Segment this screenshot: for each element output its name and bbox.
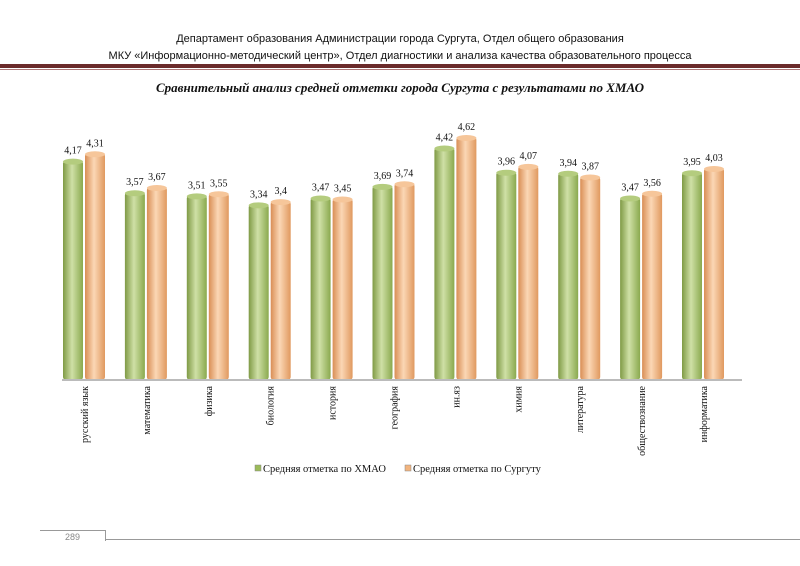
legend-label: Средняя отметка по ХМАО bbox=[263, 464, 386, 475]
category-label: история bbox=[328, 386, 339, 420]
bar-cap bbox=[146, 184, 167, 191]
data-label: 3,47 bbox=[312, 182, 330, 193]
bar-cap bbox=[518, 163, 539, 170]
bar-hmao bbox=[682, 172, 702, 380]
legend-swatch bbox=[254, 464, 262, 472]
bar-hmao bbox=[558, 172, 579, 380]
data-label: 3,95 bbox=[683, 157, 701, 168]
data-label: 4,62 bbox=[458, 122, 476, 133]
bar-cap bbox=[63, 158, 83, 165]
data-label: 3,87 bbox=[581, 161, 599, 172]
bar-cap bbox=[456, 135, 477, 141]
bar-hmao bbox=[434, 147, 455, 380]
bar-hmao bbox=[310, 197, 331, 380]
data-label: 3,45 bbox=[334, 184, 352, 195]
bar-surgut bbox=[704, 168, 724, 380]
bar-cap bbox=[186, 193, 207, 200]
bar-cap bbox=[124, 190, 145, 197]
bar-cap bbox=[682, 170, 702, 177]
data-label: 3,74 bbox=[396, 168, 414, 179]
category-label: химия bbox=[513, 386, 524, 413]
bar-cap bbox=[704, 166, 724, 173]
bar-hmao bbox=[63, 160, 83, 380]
data-label: 3,67 bbox=[148, 172, 166, 183]
data-label: 3,94 bbox=[559, 158, 577, 169]
legend-label: Средняя отметка по Сургуту bbox=[413, 464, 542, 475]
bar-cap bbox=[642, 190, 663, 197]
data-label: 4,07 bbox=[520, 151, 538, 162]
bar-cap bbox=[332, 196, 353, 203]
category-label: ин.яз bbox=[451, 386, 462, 408]
data-label: 3,34 bbox=[250, 189, 268, 200]
bar-cap bbox=[558, 170, 579, 177]
data-label: 3,4 bbox=[274, 186, 287, 197]
bar-surgut bbox=[642, 192, 663, 380]
page-number: 289 bbox=[65, 532, 81, 542]
bar-cap bbox=[372, 183, 393, 190]
category-label: география bbox=[390, 386, 401, 430]
bar-hmao bbox=[372, 185, 393, 380]
bar-surgut bbox=[146, 186, 167, 380]
bar-hmao bbox=[496, 171, 517, 380]
data-label: 3,55 bbox=[210, 178, 228, 189]
data-label: 4,42 bbox=[436, 133, 454, 144]
category-label: русский язык bbox=[80, 386, 91, 443]
bar-hmao bbox=[186, 195, 207, 380]
header-line-1: Департамент образования Администрации го… bbox=[176, 33, 624, 45]
bar-hmao bbox=[620, 197, 641, 380]
data-label: 3,69 bbox=[374, 171, 392, 182]
data-label: 3,56 bbox=[643, 178, 661, 189]
bar-cap bbox=[434, 145, 455, 152]
header-line-2: МКУ «Информационно-методический центр», … bbox=[108, 50, 692, 62]
bar-surgut bbox=[208, 193, 229, 380]
bar-cap bbox=[620, 195, 641, 202]
bar-cap bbox=[248, 202, 269, 209]
category-label: биология bbox=[266, 386, 277, 426]
header-rule bbox=[0, 64, 800, 68]
bar-cap bbox=[208, 191, 229, 198]
header-rule-thin bbox=[0, 69, 800, 70]
category-label: обществознание bbox=[637, 385, 648, 455]
category-label: литература bbox=[575, 385, 586, 433]
category-label: физика bbox=[204, 385, 215, 416]
data-label: 4,03 bbox=[705, 153, 723, 164]
footer-rule bbox=[105, 539, 800, 540]
bar-surgut bbox=[518, 165, 539, 380]
category-label: информатика bbox=[699, 385, 710, 442]
data-label: 3,96 bbox=[498, 157, 516, 168]
bar-surgut bbox=[270, 201, 291, 380]
bar-cap bbox=[496, 169, 517, 176]
data-label: 3,47 bbox=[621, 182, 639, 193]
bar-cap bbox=[270, 199, 291, 206]
bar-surgut bbox=[394, 183, 415, 380]
data-label: 3,51 bbox=[188, 180, 206, 191]
bar-cap bbox=[85, 151, 105, 158]
legend-swatch bbox=[404, 464, 412, 472]
page-number-box bbox=[40, 530, 106, 541]
bar-hmao bbox=[248, 204, 269, 380]
bar-cap bbox=[580, 174, 601, 181]
category-label: математика bbox=[142, 385, 153, 434]
bar-surgut bbox=[332, 198, 353, 380]
bar-surgut bbox=[85, 153, 105, 380]
chart-title: Сравнительный анализ средней отметки гор… bbox=[155, 80, 645, 95]
data-label: 4,17 bbox=[64, 146, 82, 157]
bar-cap bbox=[310, 195, 331, 202]
bar-hmao bbox=[124, 192, 145, 380]
bar-cap bbox=[394, 181, 415, 188]
data-label: 3,57 bbox=[126, 177, 144, 188]
bar-surgut bbox=[580, 176, 601, 380]
bar-surgut bbox=[456, 137, 477, 380]
data-label: 4,31 bbox=[86, 138, 104, 149]
